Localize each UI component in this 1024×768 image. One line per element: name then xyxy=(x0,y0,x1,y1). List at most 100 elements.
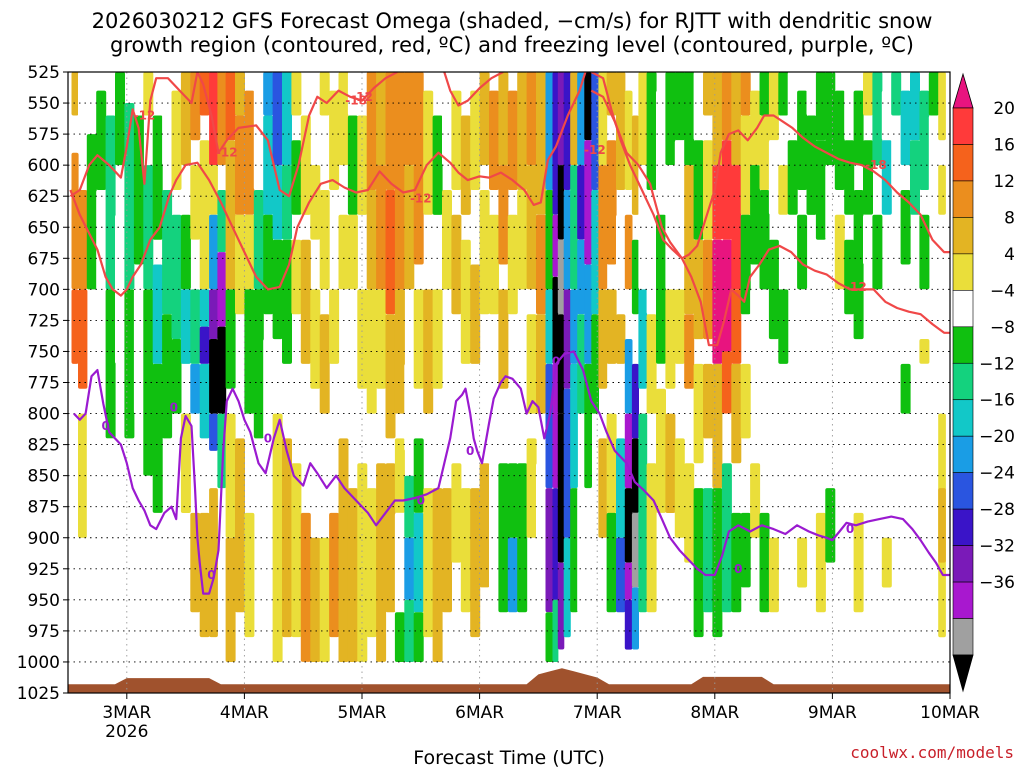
colorbar-label: −36 xyxy=(979,573,1015,593)
omega-cell xyxy=(432,289,443,389)
omega-cell xyxy=(385,190,396,315)
omega-cell xyxy=(329,512,340,638)
omega-cell xyxy=(498,72,509,166)
colorbar-swatch xyxy=(952,399,974,437)
omega-cell xyxy=(470,90,481,190)
omega-cell xyxy=(526,314,537,414)
y-tick-label: 575 xyxy=(28,125,60,145)
colorbar-swatch xyxy=(952,545,974,583)
contour-line xyxy=(69,72,587,297)
omega-cell xyxy=(740,512,751,588)
omega-cell xyxy=(910,72,920,141)
omega-cell xyxy=(759,72,770,116)
omega-cell xyxy=(928,72,939,116)
omega-cell xyxy=(631,363,639,439)
omega-cell xyxy=(834,214,845,290)
omega-cell xyxy=(209,289,218,340)
y-tick-label: 750 xyxy=(28,342,60,362)
omega-cell xyxy=(460,488,471,613)
omega-cell xyxy=(606,289,617,364)
omega-cell xyxy=(891,115,902,190)
omega-cell xyxy=(853,289,864,340)
terrain-fill xyxy=(68,668,950,693)
colorbar-swatch xyxy=(952,618,974,656)
y-tick-label: 700 xyxy=(28,280,60,300)
omega-cell xyxy=(263,115,274,215)
omega-cell xyxy=(624,90,633,190)
omega-cell xyxy=(536,214,546,315)
omega-cell xyxy=(631,587,639,650)
omega-cell xyxy=(329,90,340,190)
omega-cell xyxy=(376,165,387,290)
contour-line xyxy=(73,350,950,595)
omega-cell xyxy=(71,72,79,116)
omega-cell xyxy=(171,214,182,339)
chart-title-line-2: growth region (contoured, red, ºC) and f… xyxy=(110,33,914,57)
omega-cell xyxy=(253,72,264,190)
omega-cell xyxy=(863,72,873,116)
y-tick-label: 850 xyxy=(28,467,60,487)
omega-cell xyxy=(825,488,836,563)
omega-cell xyxy=(263,214,274,315)
omega-cell xyxy=(115,72,125,166)
omega-cell xyxy=(731,72,742,166)
omega-cell xyxy=(665,72,676,166)
omega-cell xyxy=(244,289,255,414)
omega-cell xyxy=(180,72,191,166)
colorbar-swatch xyxy=(952,107,974,145)
contour-line xyxy=(590,72,950,260)
omega-cell xyxy=(209,339,218,414)
omega-cell xyxy=(570,72,578,166)
omega-cell xyxy=(253,190,264,290)
omega-cell xyxy=(624,562,633,600)
omega-cell xyxy=(693,239,704,340)
colorbar-bottom-arrow xyxy=(952,654,974,693)
omega-cell xyxy=(928,115,939,215)
omega-cell xyxy=(693,72,704,141)
omega-cell xyxy=(338,214,349,290)
omega-cell xyxy=(385,463,396,613)
omega-cell xyxy=(750,289,761,364)
omega-cell xyxy=(577,239,585,315)
omega-cell xyxy=(591,72,599,190)
omega-cell xyxy=(787,140,798,215)
omega-cell xyxy=(404,72,415,166)
omega-cell xyxy=(394,289,405,414)
y-tick-label: 625 xyxy=(28,187,60,207)
omega-cell xyxy=(853,512,864,613)
colorbar-swatch xyxy=(952,253,974,291)
omega-cell xyxy=(235,438,245,613)
omega-cell xyxy=(460,239,471,364)
omega-cell xyxy=(703,72,713,116)
omega-cell xyxy=(910,140,920,215)
contour-label: -12 xyxy=(134,108,156,122)
omega-cell xyxy=(366,488,377,638)
omega-cell xyxy=(190,165,201,240)
omega-cell xyxy=(86,134,97,290)
omega-cell xyxy=(545,190,554,290)
omega-cell xyxy=(646,214,657,315)
omega-cell xyxy=(778,289,789,364)
omega-cell xyxy=(190,289,201,364)
omega-cell xyxy=(442,190,452,290)
omega-cell xyxy=(693,140,704,240)
omega-cell xyxy=(638,289,648,389)
omega-cell xyxy=(778,72,789,116)
omega-cell xyxy=(684,165,695,315)
y-tick-label: 1025 xyxy=(17,684,60,704)
y-tick-label: 800 xyxy=(28,405,60,425)
watermark: coolwx.com/models xyxy=(850,743,1014,762)
omega-cell xyxy=(253,289,264,439)
omega-cell xyxy=(180,289,191,364)
omega-cell xyxy=(347,488,358,662)
omega-cell xyxy=(115,463,125,588)
omega-cell xyxy=(366,72,377,190)
omega-cell xyxy=(638,413,648,613)
omega-cell xyxy=(591,314,599,414)
omega-cell xyxy=(347,72,358,116)
omega-cell xyxy=(338,438,349,662)
omega-cell xyxy=(598,289,608,389)
omega-cell xyxy=(244,512,255,638)
